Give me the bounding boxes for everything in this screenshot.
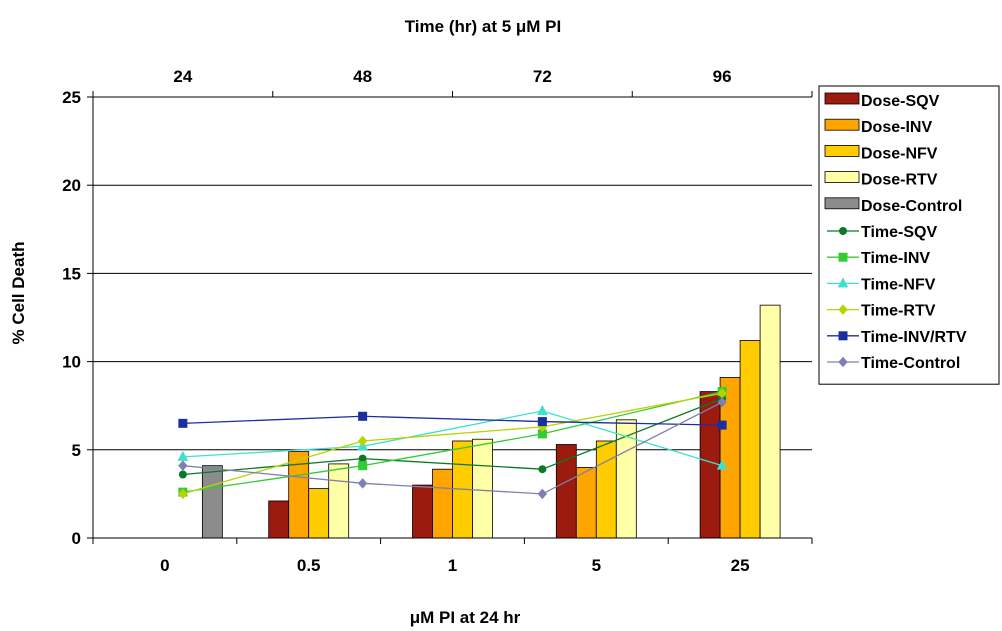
legend-swatch-dose-inv	[824, 118, 860, 131]
line-time-inv	[182, 390, 723, 493]
y-tick-label: 25	[62, 88, 81, 107]
legend-label-time-inv-rtv: Time-INV/RTV	[861, 329, 967, 346]
line-time-control	[182, 401, 723, 495]
bar-dose-sqv-1	[412, 484, 433, 539]
legend-label-time-control: Time-Control	[861, 355, 960, 372]
legend-marker-time-rtv	[838, 304, 848, 315]
point-time-sqv-24	[178, 470, 187, 479]
legend-label-dose-rtv: Dose-RTV	[861, 172, 938, 189]
bar-dose-rtv-25	[759, 304, 781, 539]
point-time-inv-rtv-72	[537, 417, 547, 427]
y-tick-label: 10	[62, 353, 81, 372]
bar-dose-rtv-0-5	[328, 463, 350, 539]
y-tick-label: 5	[72, 441, 81, 460]
point-time-control-48	[357, 478, 368, 489]
x-tick-label: 25	[731, 556, 750, 575]
legend-marker-time-inv-rtv	[838, 331, 848, 341]
legend-label-time-sqv: Time-SQV	[861, 224, 938, 241]
legend-marker-time-nfv	[837, 277, 849, 288]
bar-dose-nfv-25	[739, 340, 761, 539]
point-time-inv-rtv-48	[358, 411, 368, 421]
line-time-inv-rtv	[182, 415, 723, 426]
bottom-axis-title: μM PI at 24 hr	[410, 608, 521, 627]
legend-label-dose-sqv: Dose-SQV	[861, 93, 940, 110]
point-time-inv-rtv-24	[178, 418, 188, 428]
legend-label-time-rtv: Time-RTV	[861, 303, 936, 320]
bar-dose-inv-5	[575, 467, 597, 539]
bar-dose-rtv-1	[472, 438, 493, 539]
point-time-nfv-96	[716, 459, 728, 470]
point-time-control-72	[537, 488, 548, 500]
point-time-inv-48	[358, 461, 368, 471]
point-time-nfv-24	[177, 450, 189, 461]
bar-dose-inv-1	[432, 468, 453, 539]
top-tick-label: 24	[173, 67, 192, 86]
bar-dose-rtv-5	[615, 419, 637, 539]
point-time-control-96	[717, 396, 727, 408]
point-time-inv-rtv-96	[717, 420, 727, 430]
y-tick-label: 0	[72, 529, 81, 548]
legend-box	[818, 85, 1000, 385]
top-axis-title: Time (hr) at 5 μM PI	[405, 17, 562, 36]
top-tick-label: 96	[713, 67, 732, 86]
top-tick-label: 72	[533, 67, 552, 86]
point-time-sqv-72	[538, 465, 547, 474]
bar-dose-nfv-0-5	[308, 488, 330, 539]
axes	[87, 91, 813, 544]
legend-swatch-dose-sqv	[824, 92, 860, 105]
legend: Dose-SQV Dose-INV Dose-NFV Dose-RTV Dose-Con…	[818, 85, 1000, 385]
y-axis-title: % Cell Death	[9, 242, 28, 345]
bar-dose-nfv-5	[595, 440, 617, 539]
y-tick-labels: 0 5 10 15 20 25	[62, 88, 81, 548]
legend-marker-time-sqv	[839, 227, 847, 235]
line-time-sqv	[182, 398, 723, 476]
x-tick-label: 5	[592, 556, 601, 575]
legend-swatch-dose-control	[824, 197, 860, 210]
top-tick-label: 48	[353, 67, 372, 86]
legend-swatch-dose-nfv	[824, 144, 860, 157]
legend-label-time-nfv: Time-NFV	[861, 276, 936, 293]
legend-label-dose-control: Dose-Control	[861, 198, 962, 215]
point-time-rtv-48	[357, 435, 368, 447]
legend-marker-time-inv	[838, 252, 848, 262]
time-lines	[177, 387, 728, 500]
line-time-nfv	[182, 410, 723, 467]
x-tick-label: 0.5	[297, 556, 321, 575]
y-tick-label: 15	[62, 264, 81, 283]
line-time-rtv	[182, 392, 723, 495]
legend-marker-time-control	[838, 356, 848, 368]
x-tick-label: 1	[448, 556, 457, 575]
point-time-control-24	[178, 460, 188, 471]
point-time-rtv-24	[178, 488, 188, 500]
point-time-nfv-72	[537, 404, 548, 415]
legend-label-time-inv: Time-INV	[861, 250, 930, 267]
top-tick-labels: 24 48 72 96	[173, 67, 731, 86]
x-tick-labels: 0 0.5 1 5 25	[160, 556, 749, 575]
x-tick-label: 0	[160, 556, 169, 575]
legend-label-dose-inv: Dose-INV	[861, 119, 932, 136]
bar-dose-control-0	[201, 465, 223, 539]
y-tick-label: 20	[62, 176, 81, 195]
bar-dose-sqv-5	[555, 444, 577, 539]
point-time-sqv-48	[358, 454, 367, 463]
legend-label-dose-nfv: Dose-NFV	[861, 145, 938, 162]
legend-swatch-dose-rtv	[824, 171, 860, 184]
bar-dose-sqv-0-5	[268, 500, 290, 539]
